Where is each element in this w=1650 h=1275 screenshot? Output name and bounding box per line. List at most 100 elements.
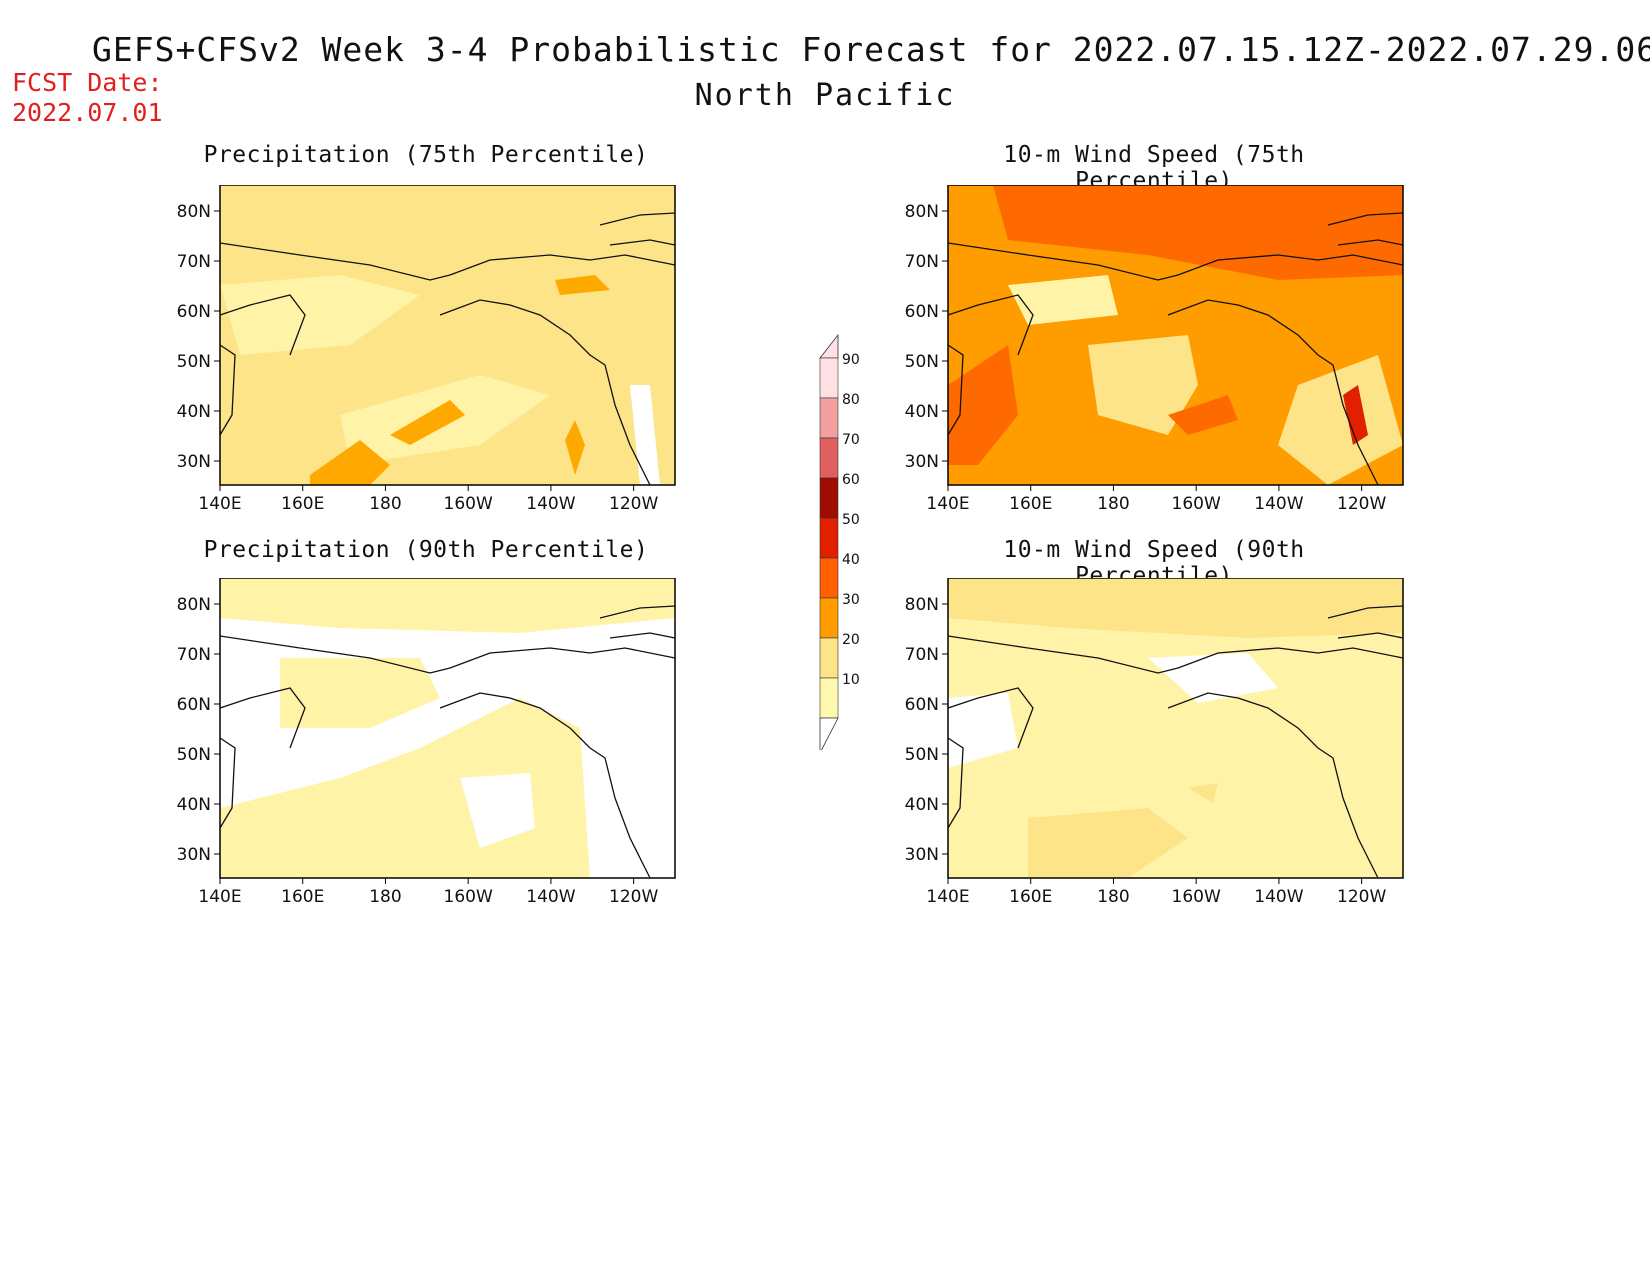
coastline xyxy=(599,605,676,619)
coastline xyxy=(947,294,1034,356)
panel-title-precip-90: Precipitation (90th Percentile) xyxy=(203,537,649,563)
coastline xyxy=(219,687,306,749)
lon-tick-label: 140E xyxy=(926,887,969,907)
contour-patch xyxy=(948,345,1018,465)
lon-tick-label: 160W xyxy=(1172,494,1221,514)
contour-patch xyxy=(948,578,1403,638)
lon-tick-label: 180 xyxy=(369,494,401,514)
fcst-date-label: FCST Date: xyxy=(12,68,163,97)
map-frame xyxy=(219,578,676,879)
map-panel-precip-75: 140E 160E 180 160W 140W 120W 80N 70N 60N 50N 40N 30… xyxy=(177,185,676,514)
colorbar-label: 10 xyxy=(842,672,860,688)
coastline xyxy=(219,635,676,674)
lat-tick-label: 50N xyxy=(905,745,939,765)
map-panel-precip-90: 140E 160E 180 160W 140W 120W 80N 70N 60N 50N 40N 30… xyxy=(177,578,676,907)
panel-title-wind-75: 10-m Wind Speed (75th Percentile) xyxy=(1003,142,1305,194)
coastline xyxy=(439,299,651,486)
coastline xyxy=(1167,299,1379,486)
lat-tick-label: 40N xyxy=(177,795,211,815)
contour-patch xyxy=(220,275,420,355)
colorbar-label: 90 xyxy=(842,352,860,368)
colorbar-label: 50 xyxy=(842,512,860,528)
region-title: North Pacific xyxy=(694,78,956,113)
contour-patch xyxy=(1343,385,1368,445)
lat-tick-label: 40N xyxy=(177,402,211,422)
lat-tick-label: 50N xyxy=(905,352,939,372)
contour-patch xyxy=(1148,653,1278,703)
lon-tick-label: 140W xyxy=(526,494,575,514)
contour-patch xyxy=(555,275,610,295)
map-border xyxy=(947,185,1404,486)
lon-tick-label: 120W xyxy=(609,887,658,907)
coastline xyxy=(609,632,676,639)
lon-tick-label: 160E xyxy=(1009,494,1052,514)
colorbar-swatch xyxy=(819,477,839,519)
lat-tick-label: 60N xyxy=(177,302,211,322)
lon-tick-label: 140E xyxy=(198,494,241,514)
colorbar-bottom-arrow xyxy=(819,717,839,750)
lon-tick-label: 140E xyxy=(926,494,969,514)
coastline xyxy=(947,687,1034,749)
colorbar-swatch xyxy=(819,357,839,399)
map-frame xyxy=(219,185,676,486)
lon-tick-label: 180 xyxy=(1097,887,1129,907)
lat-tick-label: 30N xyxy=(905,452,939,472)
coastline xyxy=(947,635,1404,674)
map-panel-wind-90: 140E 160E 180 160W 140W 120W 80N 70N 60N 50N 40N 30… xyxy=(905,578,1404,907)
contour-patch xyxy=(280,658,440,728)
lat-tick-label: 40N xyxy=(905,402,939,422)
lon-tick-label: 160W xyxy=(444,887,493,907)
lat-tick-label: 70N xyxy=(177,645,211,665)
lon-tick-label: 160E xyxy=(281,887,324,907)
lon-tick-label: 140E xyxy=(198,887,241,907)
lat-tick-label: 60N xyxy=(905,302,939,322)
colorbar-label: 40 xyxy=(842,552,860,568)
lon-tick-label: 140W xyxy=(1254,887,1303,907)
lat-tick-label: 80N xyxy=(905,202,939,222)
contour-patch xyxy=(993,185,1403,280)
coastline xyxy=(609,239,676,246)
lat-tick-label: 70N xyxy=(177,252,211,272)
map-frame xyxy=(947,578,1404,879)
lon-tick-label: 180 xyxy=(369,887,401,907)
lat-tick-label: 80N xyxy=(177,595,211,615)
lon-tick-label: 120W xyxy=(1337,494,1386,514)
map-border xyxy=(219,185,676,486)
lat-tick-label: 50N xyxy=(177,352,211,372)
map-panel-wind-75: 140E 160E 180 160W 140W 120W 80N 70N 60N 50N 40N 30… xyxy=(905,185,1404,514)
lat-tick-label: 80N xyxy=(905,595,939,615)
colorbar-label: 80 xyxy=(842,392,860,408)
fcst-date-value: 2022.07.01 xyxy=(12,98,163,127)
coastline xyxy=(1167,692,1379,879)
colorbar-swatch xyxy=(819,557,839,599)
lat-tick-label: 50N xyxy=(177,745,211,765)
contour-patch xyxy=(310,440,390,485)
lon-tick-label: 160E xyxy=(1009,887,1052,907)
coastline xyxy=(219,294,306,356)
lat-tick-label: 60N xyxy=(177,695,211,715)
lon-tick-label: 140W xyxy=(1254,494,1303,514)
coastline xyxy=(219,344,236,436)
map-border xyxy=(219,578,676,879)
lon-tick-label: 120W xyxy=(1337,887,1386,907)
contour-patch xyxy=(220,578,675,633)
contour-patch xyxy=(1008,275,1118,325)
contour-patch xyxy=(1168,395,1238,435)
lon-tick-label: 180 xyxy=(1097,494,1129,514)
lat-tick-label: 30N xyxy=(177,452,211,472)
contour-patch xyxy=(948,693,1018,768)
coastline xyxy=(1337,239,1404,246)
coastline xyxy=(219,737,236,829)
colorbar-swatch xyxy=(819,677,839,719)
colorbar-label: 30 xyxy=(842,592,860,608)
colorbar-top-arrow xyxy=(819,333,839,359)
lon-tick-label: 160E xyxy=(281,494,324,514)
map-border xyxy=(947,578,1404,879)
main-title: GEFS+CFSv2 Week 3-4 Probabilistic Foreca… xyxy=(92,30,1650,69)
lat-tick-label: 40N xyxy=(905,795,939,815)
map-frame xyxy=(947,185,1404,486)
lat-tick-label: 70N xyxy=(905,645,939,665)
coastline xyxy=(947,344,964,436)
coastline xyxy=(599,212,676,226)
colorbar-swatch xyxy=(819,517,839,559)
